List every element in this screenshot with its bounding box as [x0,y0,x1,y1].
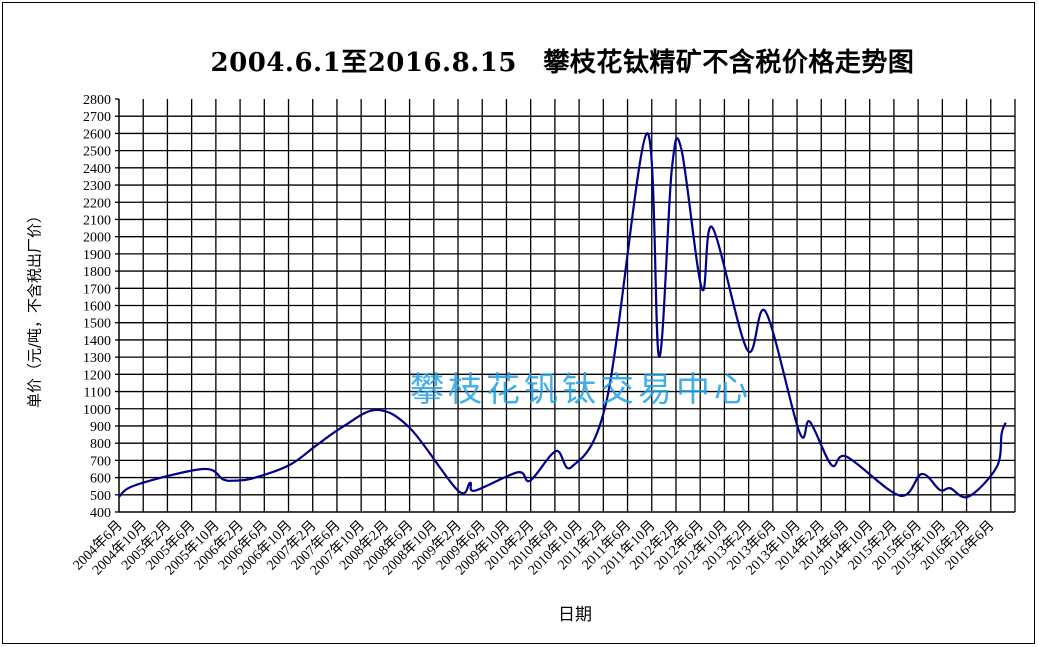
y-tick-label: 1200 [83,368,111,383]
y-tick-label: 1900 [83,248,111,263]
y-tick-label: 2600 [83,127,111,142]
y-tick-label: 2200 [83,196,111,211]
y-tick-label: 1100 [84,386,111,401]
y-tick-label: 800 [90,437,111,452]
y-tick-label: 1500 [83,317,111,332]
y-tick-label: 2000 [83,231,111,246]
watermark: 攀枝花钒钛交易中心 [410,370,752,410]
chart-title: 2004.6.1至2016.8.15 攀枝花钛精矿不含税价格走势图 [210,48,915,78]
y-tick-label: 2100 [83,213,111,228]
y-tick-label: 400 [90,506,111,521]
y-tick-label: 600 [90,472,111,487]
y-tick-label: 2700 [83,110,111,125]
y-tick-label: 1400 [83,334,111,349]
y-tick-label: 1600 [83,300,111,315]
y-tick-label: 1300 [83,351,111,366]
y-tick-label: 700 [90,454,111,469]
x-axis-label: 日期 [558,605,592,625]
y-tick-label: 2400 [83,162,111,177]
y-tick-label: 500 [90,489,111,504]
y-tick-label: 2800 [83,93,111,108]
y-tick-label: 900 [90,420,111,435]
y-tick-label: 1000 [83,403,111,418]
y-tick-label: 2500 [83,145,111,160]
y-tick-label: 2300 [83,179,111,194]
y-tick-label: 1800 [83,265,111,280]
y-tick-label: 1700 [83,282,111,297]
